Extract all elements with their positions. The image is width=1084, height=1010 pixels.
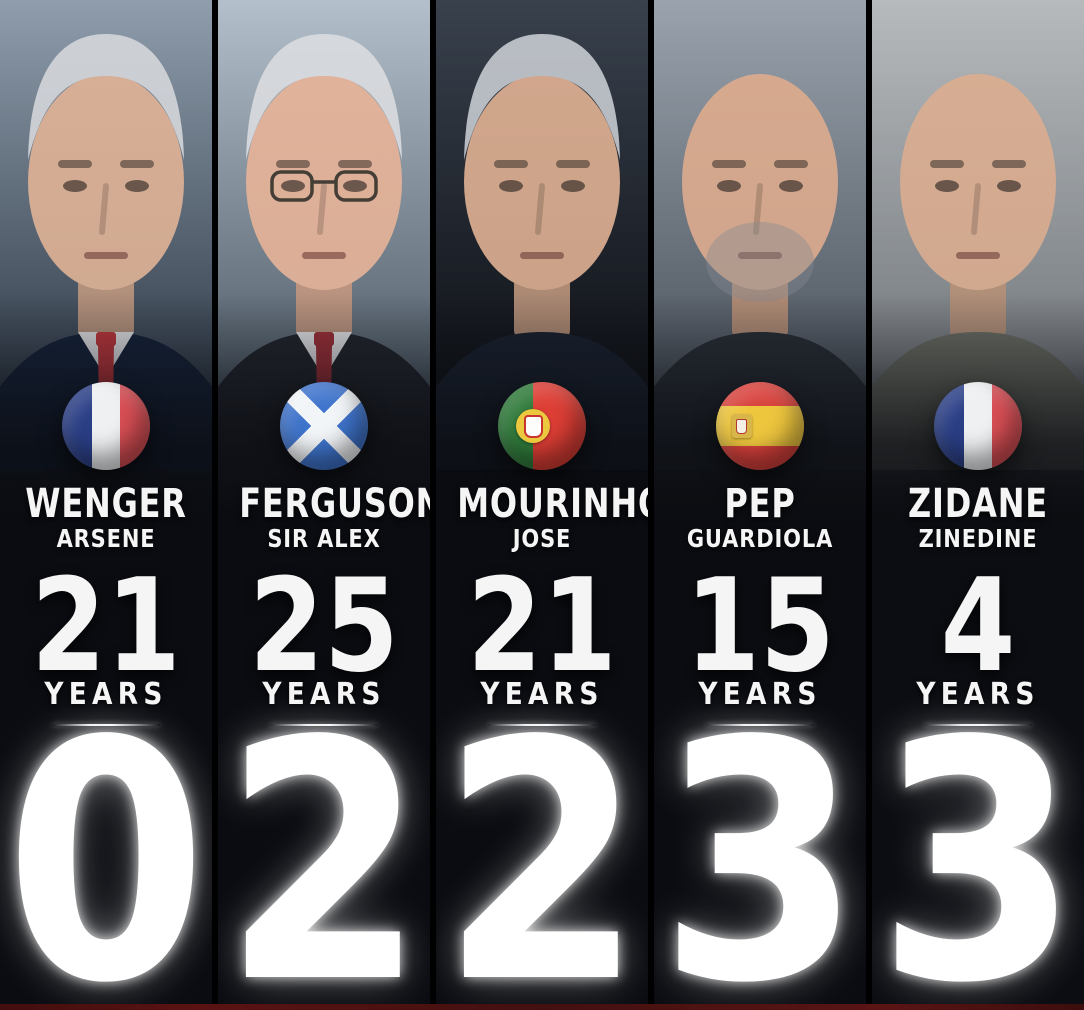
scotland-flag-icon xyxy=(280,382,368,470)
years-count: 21 xyxy=(31,552,181,701)
trophy-count: 2 xyxy=(222,671,426,1010)
manager-surname: ZIDANE xyxy=(908,481,1048,527)
divider-line xyxy=(52,724,160,726)
manager-surname: PEP xyxy=(724,481,796,527)
photo-fade-overlay xyxy=(436,0,648,1010)
manager-firstname: JOSE xyxy=(512,524,572,553)
bottom-accent-strip xyxy=(0,1004,1084,1010)
years-label: YEARS xyxy=(480,677,604,712)
photo-fade-overlay xyxy=(654,0,866,1010)
manager-column: MOURINHO JOSE 21 YEARS 2 xyxy=(436,0,648,1010)
years-label: YEARS xyxy=(916,677,1040,712)
manager-photo xyxy=(872,0,1084,1010)
manager-column: PEP GUARDIOLA 15 YEARS 3 xyxy=(654,0,866,1010)
manager-photo xyxy=(0,0,212,1010)
photo-fade-overlay xyxy=(218,0,430,1010)
trophy-count: 0 xyxy=(4,671,208,1010)
years-label: YEARS xyxy=(262,677,386,712)
trophy-count: 2 xyxy=(440,671,644,1010)
years-label: YEARS xyxy=(44,677,168,712)
spain-flag-icon xyxy=(716,382,804,470)
manager-photo xyxy=(218,0,430,1010)
manager-surname: WENGER xyxy=(25,481,187,527)
years-count: 15 xyxy=(685,552,835,701)
divider-line xyxy=(924,724,1032,726)
france-flag-icon xyxy=(934,382,1022,470)
flag-emblem xyxy=(516,409,551,443)
photo-fade-overlay xyxy=(872,0,1084,1010)
manager-surname: FERGUSON xyxy=(239,481,430,527)
france-flag-icon xyxy=(62,382,150,470)
photo-fade-overlay xyxy=(0,0,212,1010)
trophy-count: 3 xyxy=(658,671,862,1010)
divider-line xyxy=(270,724,378,726)
divider-line xyxy=(706,724,814,726)
flag-emblem xyxy=(731,414,752,438)
manager-column: FERGUSON SIR ALEX 25 YEARS 2 xyxy=(218,0,430,1010)
manager-firstname: ARSENE xyxy=(56,524,156,553)
manager-firstname: GUARDIOLA xyxy=(686,524,834,553)
trophy-count: 3 xyxy=(876,671,1080,1010)
manager-firstname: ZINEDINE xyxy=(918,524,1038,553)
manager-column: ZIDANE ZINEDINE 4 YEARS 3 xyxy=(872,0,1084,1010)
manager-photo xyxy=(436,0,648,1010)
years-count: 21 xyxy=(467,552,617,701)
manager-column: WENGER ARSENE 21 YEARS 0 xyxy=(0,0,212,1010)
years-label: YEARS xyxy=(698,677,822,712)
years-count: 25 xyxy=(249,552,399,701)
divider-line xyxy=(488,724,596,726)
manager-surname: MOURINHO xyxy=(457,481,648,527)
years-count: 4 xyxy=(940,552,1016,701)
portugal-flag-icon xyxy=(498,382,586,470)
manager-firstname: SIR ALEX xyxy=(267,524,381,553)
